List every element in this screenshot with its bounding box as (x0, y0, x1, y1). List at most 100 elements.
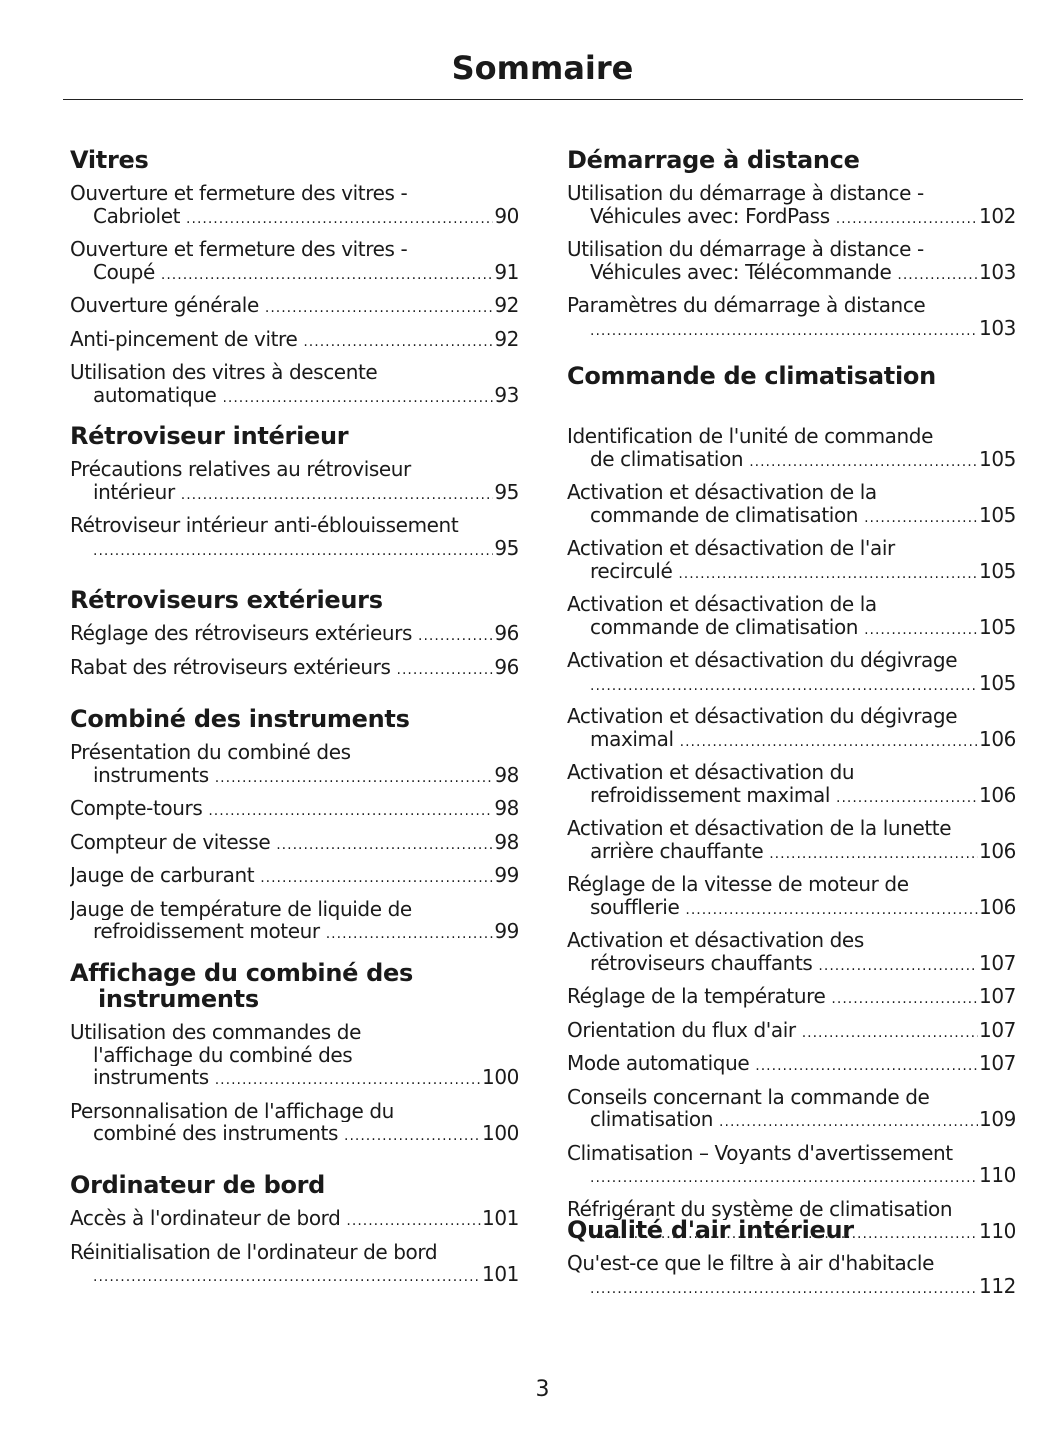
toc-entry-text: Véhicules avec: Télécommande (590, 260, 892, 284)
toc-entry-page: 105 (979, 671, 1016, 695)
toc-entry-text: Réglage de la température (567, 985, 826, 1008)
toc-entry-text: Ouverture générale (70, 294, 259, 317)
toc-entry-page: 100 (482, 1066, 519, 1089)
toc-entry-page: 101 (482, 1263, 519, 1286)
toc-entry-page: 92 (494, 294, 519, 317)
section-heading[interactable]: Commande de climatisation (567, 363, 1016, 389)
toc-entry-text: Personnalisation de l'affichage du (70, 1099, 394, 1122)
toc-entry-page: 107 (979, 1018, 1016, 1042)
dot-leader (590, 320, 978, 343)
toc-entry[interactable]: Mode automatique 107 (567, 1052, 1016, 1078)
toc-entry-text: Activation et désactivation du dégivrage (567, 705, 958, 728)
toc-entry[interactable]: Accès à l'ordinateur de bord 101 (70, 1207, 519, 1233)
toc-entry-text: Activation et désactivation de la lunett… (567, 817, 952, 840)
dot-leader (818, 955, 978, 978)
toc-entry[interactable]: Conseils concernant la commande de climat… (567, 1086, 1016, 1134)
toc-entry[interactable]: Jauge de température de liquide de refroi… (70, 898, 519, 946)
toc-entry-text: Présentation du combiné des (70, 741, 351, 764)
section-heading[interactable]: Qualité d'air intérieur (567, 1217, 1016, 1243)
toc-entry-text: Qu'est-ce que le filtre à air d'habitacl… (567, 1252, 934, 1275)
dot-leader (590, 675, 978, 698)
toc-entry[interactable]: Activation et désactivation de la command… (567, 593, 1016, 641)
dot-leader (685, 899, 978, 922)
toc-entry-page: 107 (979, 985, 1016, 1008)
toc-entry[interactable]: Climatisation – Voyants d'avertissement 1… (567, 1142, 1016, 1190)
toc-entry[interactable]: Rétroviseur intérieur anti-éblouissement… (70, 514, 519, 562)
dot-leader (346, 1210, 481, 1233)
toc-entry[interactable]: Réinitialisation de l'ordinateur de bord… (70, 1241, 519, 1289)
toc-entry[interactable]: Utilisation des commandes de l'affichage … (70, 1021, 519, 1092)
section-heading-text: Affichage du combiné des (70, 959, 414, 987)
toc-entry[interactable]: Identification de l'unité de commande de … (567, 425, 1016, 473)
toc-entry-text: combiné des instruments (93, 1122, 338, 1145)
dot-leader (161, 264, 493, 287)
toc-entry[interactable]: Qu'est-ce que le filtre à air d'habitacl… (567, 1252, 1016, 1300)
toc-entry-page: 91 (494, 260, 519, 284)
dot-leader (260, 867, 493, 890)
toc-entry[interactable]: Activation et désactivation du refroidiss… (567, 761, 1016, 809)
dot-leader (864, 507, 978, 530)
dot-leader (680, 731, 978, 754)
toc-entry-page: 101 (482, 1207, 519, 1230)
toc-entry-text: Rabat des rétroviseurs extérieurs (70, 655, 391, 679)
toc-entry-text: Activation et désactivation du (567, 761, 855, 784)
toc-entry[interactable]: Compte-tours 98 (70, 797, 519, 823)
toc-entry-text: Utilisation des vitres à descente (70, 361, 378, 384)
toc-entry[interactable]: Orientation du flux d'air 107 (567, 1019, 1016, 1045)
toc-section: Combiné des instruments Présentation du c… (70, 706, 519, 954)
toc-entry-text: Véhicules avec: FordPass (590, 204, 830, 228)
toc-entry[interactable]: Réglage de la vitesse de moteur de souffl… (567, 873, 1016, 921)
toc-entry-page: 99 (494, 864, 519, 887)
toc-entry[interactable]: Réfrigérant du système de climatisation 1… (567, 1198, 1016, 1246)
toc-entry-text: maximal (590, 727, 674, 751)
toc-entry-text: Activation et désactivation de la (567, 481, 877, 504)
toc-entry[interactable]: Ouverture et fermeture des vitres - Cabri… (70, 182, 519, 230)
toc-entry[interactable]: Jauge de carburant 99 (70, 864, 519, 890)
section-heading-text: Combiné des instruments (70, 705, 410, 733)
toc-entry-text: Rétroviseur intérieur anti-éblouissement (70, 514, 459, 537)
toc-entry[interactable]: Réglage des rétroviseurs extérieurs 96 (70, 622, 519, 648)
toc-entry[interactable]: Ouverture générale 92 (70, 294, 519, 320)
section-heading[interactable]: Ordinateur de bord (70, 1172, 519, 1198)
toc-entry-page: 106 (979, 895, 1016, 919)
toc-entry[interactable]: Activation et désactivation du dégivrage… (567, 705, 1016, 753)
toc-entry[interactable]: Paramètres du démarrage à distance 103 (567, 294, 1016, 342)
section-heading[interactable]: Affichage du combiné des instruments (70, 960, 519, 1012)
toc-entry[interactable]: Personnalisation de l'affichage du combin… (70, 1100, 519, 1148)
section-heading[interactable]: Rétroviseur intérieur (70, 423, 519, 449)
toc-entry[interactable]: Anti-pincement de vitre 92 (70, 328, 519, 354)
toc-entry[interactable]: Activation et désactivation de l'air reci… (567, 537, 1016, 585)
toc-entry-text: l'affichage du combiné des (93, 1043, 353, 1066)
section-heading[interactable]: Combiné des instruments (70, 706, 519, 732)
dot-leader (897, 264, 978, 287)
dot-leader (186, 208, 493, 231)
page-title: Sommaire (451, 49, 634, 87)
section-heading[interactable]: Démarrage à distance (567, 147, 1016, 173)
toc-entry-page: 100 (482, 1122, 519, 1145)
toc-entry[interactable]: Activation et désactivation des rétrovise… (567, 929, 1016, 977)
toc-section: Ordinateur de bord Accès à l'ordinateur d… (70, 1172, 519, 1297)
toc-entry-page: 98 (494, 830, 519, 854)
toc-entry-text: climatisation (590, 1108, 714, 1131)
toc-entry[interactable]: Utilisation du démarrage à distance - Véh… (567, 182, 1016, 230)
toc-entry-text: Coupé (93, 260, 155, 284)
toc-entry[interactable]: Ouverture et fermeture des vitres - Coupé… (70, 238, 519, 286)
toc-entry[interactable]: Utilisation des vitres à descente automat… (70, 361, 519, 409)
toc-section: Rétroviseurs extérieurs Réglage des rétro… (70, 587, 519, 689)
toc-entry-page: 99 (494, 920, 519, 943)
toc-entry[interactable]: Activation et désactivation du dégivrage… (567, 649, 1016, 697)
toc-entry[interactable]: Précautions relatives au rétroviseur inté… (70, 458, 519, 506)
toc-entry-text: recirculé (590, 559, 673, 583)
toc-entry[interactable]: Utilisation du démarrage à distance - Véh… (567, 238, 1016, 286)
toc-entry[interactable]: Activation et désactivation de la command… (567, 481, 1016, 529)
toc-entry[interactable]: Activation et désactivation de la lunett… (567, 817, 1016, 865)
toc-entry[interactable]: Compteur de vitesse 98 (70, 831, 519, 857)
section-heading[interactable]: Rétroviseurs extérieurs (70, 587, 519, 613)
section-heading[interactable]: Vitres (70, 147, 519, 173)
toc-entry-page: 95 (494, 480, 519, 504)
toc-entry-page: 105 (979, 503, 1016, 527)
toc-entry[interactable]: Réglage de la température 107 (567, 985, 1016, 1011)
dot-leader (836, 787, 978, 810)
toc-entry[interactable]: Rabat des rétroviseurs extérieurs 96 (70, 656, 519, 682)
